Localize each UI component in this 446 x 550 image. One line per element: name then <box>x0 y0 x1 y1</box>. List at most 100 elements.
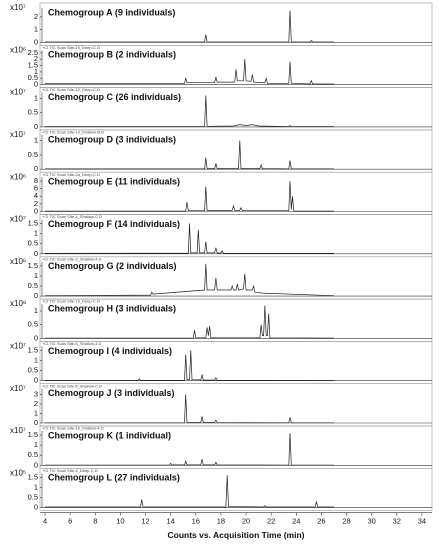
y-tick-label: 0 <box>34 333 38 342</box>
y-tick-label: 0.5 <box>28 108 38 117</box>
chromatogram-trace <box>45 10 334 43</box>
y-tick-label: 1.5 <box>28 261 38 270</box>
panel-title: Chemogroup E (11 individuals) <box>48 177 180 187</box>
panel-title: Chemogroup C (26 individuals) <box>48 92 181 102</box>
x-tick-label: 22 <box>267 517 275 526</box>
panel-title: Chemogroup K (1 individual) <box>48 430 171 440</box>
y-tick-label: 0 <box>34 206 38 215</box>
y-tick-label: 1.5 <box>28 61 38 70</box>
chromatogram-trace <box>45 350 335 381</box>
x-tick-label: 4 <box>43 517 47 526</box>
panel-title: Chemogroup D (3 individuals) <box>48 134 176 144</box>
x-tick-label: 6 <box>68 517 72 526</box>
x-tick-label: 30 <box>368 517 376 526</box>
y-multiplier: x10⁶ <box>10 45 26 54</box>
x-tick-label: 34 <box>418 517 426 526</box>
x-tick-label: 10 <box>116 517 124 526</box>
x-tick-label: 14 <box>166 517 174 526</box>
panel-title: Chemogroup J (3 individuals) <box>48 388 175 398</box>
scan-label: +CI TIC Scan Site-6_Shallow-C.D <box>42 383 102 388</box>
scan-label: +CI TIC Scan Site-8_Shallow-4.D <box>42 341 102 346</box>
x-tick-label: 20 <box>242 517 250 526</box>
panel-title: Chemogroup H (3 individuals) <box>48 303 176 313</box>
y-tick-label: 0 <box>34 291 38 300</box>
y-tick-label: 1 <box>34 408 38 417</box>
y-tick-label: 2 <box>34 12 38 21</box>
y-multiplier: x10⁷ <box>10 130 26 139</box>
scan-label: +CI TIC Scan Site-19_Deep-C.D <box>42 299 100 304</box>
y-multiplier: x10⁸ <box>10 299 26 308</box>
y-tick-label: 0.5 <box>28 366 38 375</box>
y-tick-label: 6 <box>34 184 38 193</box>
y-tick-label: 1 <box>34 306 38 315</box>
chromatogram-trace <box>44 223 334 254</box>
chromatogram-trace <box>45 59 334 85</box>
y-tick-label: 0.5 <box>28 281 38 290</box>
panel-title: Chemogroup G (2 individuals) <box>48 261 177 271</box>
y-multiplier: x10⁷ <box>10 426 26 435</box>
x-tick-label: 12 <box>141 517 149 526</box>
y-tick-label: 0 <box>34 249 38 258</box>
x-tick-label: 28 <box>342 517 350 526</box>
y-multiplier: x10⁷ <box>10 88 26 97</box>
y-tick-label: 1.5 <box>28 430 38 439</box>
x-tick-label: 32 <box>393 517 401 526</box>
y-tick-label: 0 <box>34 164 38 173</box>
panel-title: Chemogroup B (2 individuals) <box>48 50 176 60</box>
y-tick-label: 0.5 <box>28 320 38 329</box>
x-axis-label: Counts vs. Acquisition Time (min) <box>168 530 305 540</box>
panel-title: Chemogroup F (14 individuals) <box>48 219 180 229</box>
scan-label: +CI TIC Scan Site-15_Deep-C.D <box>42 45 100 50</box>
scan-label: +CI TIC Scan Site-12_Deep-C.D <box>42 87 100 92</box>
panel-title: Chemogroup A (9 individuals) <box>48 7 175 17</box>
y-tick-label: 1 <box>34 25 38 34</box>
y-tick-label: 0 <box>34 503 38 512</box>
panel-frame <box>39 467 433 511</box>
y-multiplier: x10⁷ <box>10 215 26 224</box>
y-tick-label: 1 <box>34 229 38 238</box>
y-tick-label: 3 <box>34 389 38 398</box>
y-multiplier: x10⁶ <box>10 257 26 266</box>
y-tick-label: 1 <box>34 440 38 449</box>
y-tick-label: 1 <box>34 136 38 145</box>
y-tick-label: 2.5 <box>28 48 38 57</box>
y-multiplier: x10⁷ <box>10 3 26 12</box>
y-tick-label: 1 <box>34 67 38 76</box>
scan-label: +CI TIC Scan Site-4_Deep-C.D <box>42 468 98 473</box>
chromatogram-trace <box>45 432 334 466</box>
chromatogram-trace <box>45 95 334 127</box>
y-tick-label: 1.5 <box>28 219 38 228</box>
y-tick-label: 2 <box>34 54 38 63</box>
chromatogram-trace <box>45 180 334 212</box>
y-tick-label: 1.5 <box>28 472 38 481</box>
y-tick-label: 0 <box>34 122 38 131</box>
y-tick-label: 0.5 <box>28 239 38 248</box>
scan-label: +CI TIC Scan Site-2_Shallow-4.D <box>42 256 102 261</box>
chromatogram-trace <box>45 394 334 424</box>
chromatogram-trace <box>45 140 334 170</box>
y-tick-label: 0.5 <box>28 73 38 82</box>
y-multiplier: x10⁶ <box>10 172 26 181</box>
scan-label: +CI TIC Scan Site-2a_Deep-C.D <box>42 172 100 177</box>
y-tick-label: 1 <box>34 271 38 280</box>
y-tick-label: 0 <box>34 460 38 469</box>
y-tick-label: 2 <box>34 399 38 408</box>
chromatogram-trace <box>45 305 335 339</box>
y-tick-label: 1.5 <box>28 345 38 354</box>
y-tick-label: 1 <box>34 356 38 365</box>
y-tick-label: 8 <box>34 176 38 185</box>
x-tick-label: 8 <box>93 517 97 526</box>
scan-label: +CI TIC Scan Site-4_Shallow-C.D <box>42 214 102 219</box>
panel-title: Chemogroup I (4 individuals) <box>48 346 172 356</box>
y-tick-label: 0.5 <box>28 150 38 159</box>
x-tick-label: 26 <box>317 517 325 526</box>
y-multiplier: x10⁵ <box>10 468 26 477</box>
y-tick-label: 0.5 <box>28 492 38 501</box>
chromatogram-trace <box>45 475 334 508</box>
scan-label: +CI TIC Scan Site-10_Shallow-B.D <box>42 129 104 134</box>
y-tick-label: 4 <box>34 191 38 200</box>
x-tick-label: 18 <box>217 517 225 526</box>
y-multiplier: x10⁷ <box>10 384 26 393</box>
y-tick-label: 0.5 <box>28 450 38 459</box>
